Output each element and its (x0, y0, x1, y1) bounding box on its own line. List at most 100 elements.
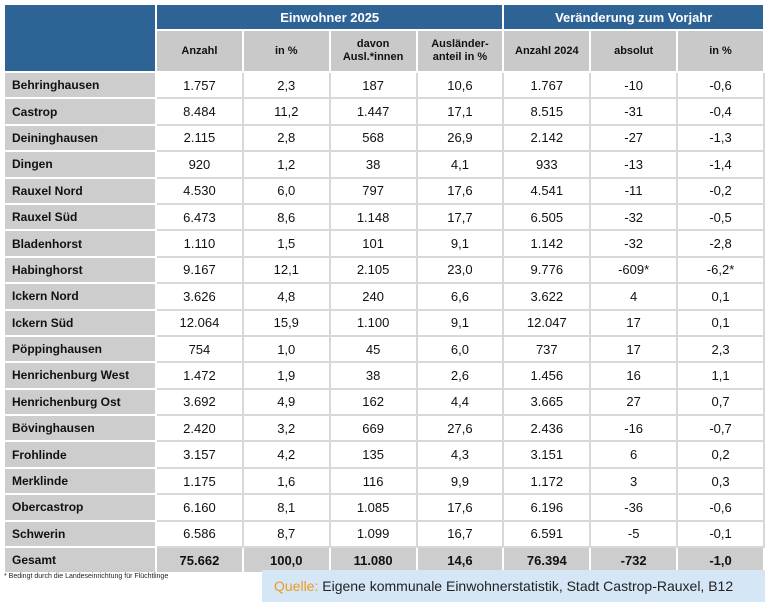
table-cell: -0,7 (676, 414, 765, 443)
table-cell: 240 (328, 282, 418, 311)
table-row: Ickern Süd 12.064 15,9 1.100 9,1 12.047 17 0,1 (3, 308, 765, 337)
table-cell: 76.394 (502, 546, 592, 575)
table-cell: 8.484 (155, 97, 244, 126)
table-cell: 17,1 (415, 97, 505, 126)
column-header: absolut (589, 29, 679, 73)
table-cell: 15,9 (241, 308, 331, 337)
table-cell: 135 (328, 440, 418, 469)
table-cell: 6.473 (155, 202, 244, 232)
table-cell: 17,7 (415, 202, 505, 232)
table-cell: 1,2 (241, 150, 331, 179)
group-header-einwohner: Einwohner 2025 (154, 3, 505, 31)
table-cell: 754 (155, 334, 244, 364)
table-cell: -27 (589, 123, 679, 153)
table-cell: -32 (589, 229, 679, 258)
table-cell: 0,3 (676, 466, 765, 496)
table-cell: 1.085 (328, 493, 418, 522)
table-cell: 23,0 (415, 255, 505, 285)
table-cell: 9,9 (415, 466, 505, 496)
table-cell: 8.515 (502, 97, 592, 126)
table-row: Obercastrop 6.160 8,1 1.085 17,6 6.196 -36 -0,6 (3, 493, 765, 522)
table-cell: 10,6 (415, 70, 505, 100)
table-cell: 1.456 (502, 361, 592, 390)
population-table: Einwohner 2025 Veränderung zum Vorjahr A… (3, 3, 765, 575)
table-cell: 0,2 (676, 440, 765, 469)
table-cell: 4,1 (415, 150, 505, 179)
table-cell: 1.148 (328, 202, 418, 232)
table-row: Deininghausen 2.115 2,8 568 26,9 2.142 -27 -1,3 (3, 123, 765, 153)
table-cell: 669 (328, 414, 418, 443)
table-cell: 12.047 (502, 308, 592, 337)
table-cell: 4,8 (241, 282, 331, 311)
table-cell: 17 (589, 308, 679, 337)
table-row: Merklinde 1.175 1,6 116 9,9 1.172 3 0,3 (3, 466, 765, 496)
table-cell: 1.472 (155, 361, 244, 390)
source-box: Quelle: Eigene kommunale Einwohnerstatis… (262, 570, 765, 602)
district-name: Ickern Süd (3, 308, 157, 337)
district-name: Rauxel Nord (3, 176, 157, 205)
table-cell: 38 (328, 150, 418, 179)
table-cell: -0,6 (676, 70, 765, 100)
table-cell: 27,6 (415, 414, 505, 443)
table-cell: 9,1 (415, 308, 505, 337)
table-cell: 1.757 (155, 70, 244, 100)
district-name: Castrop (3, 97, 157, 126)
table-cell: 920 (155, 150, 244, 179)
table-row: Henrichenburg Ost 3.692 4,9 162 4,4 3.665 27 0,… (3, 387, 765, 417)
table-cell: 2,3 (676, 334, 765, 364)
table-cell: -1,0 (676, 546, 765, 575)
table-cell: -2,8 (676, 229, 765, 258)
column-header: Anzahl (155, 29, 244, 73)
table-row: Bladenhorst 1.110 1,5 101 9,1 1.142 -32 -2,8 (3, 229, 765, 258)
table-cell: 8,1 (241, 493, 331, 522)
table-cell: 6.196 (502, 493, 592, 522)
table-cell: 2.420 (155, 414, 244, 443)
table-cell: 38 (328, 361, 418, 390)
table-cell: -13 (589, 150, 679, 179)
table-cell: 6,0 (241, 176, 331, 205)
source-text: Eigene kommunale Einwohnerstatistik, Sta… (318, 578, 734, 594)
table-cell: 17 (589, 334, 679, 364)
table-cell: 1.099 (328, 519, 418, 549)
table-cell: 1.447 (328, 97, 418, 126)
table-cell: -36 (589, 493, 679, 522)
table-cell: 4,2 (241, 440, 331, 469)
district-name: Merklinde (3, 466, 157, 496)
source-label: Quelle: (274, 578, 319, 594)
group-header-veraenderung: Veränderung zum Vorjahr (502, 3, 765, 31)
table-cell: 6 (589, 440, 679, 469)
column-header: in % (676, 29, 765, 73)
table-cell: -732 (589, 546, 679, 575)
table-cell: 45 (328, 334, 418, 364)
table-cell: 116 (328, 466, 418, 496)
district-name: Henrichenburg West (3, 361, 157, 390)
table-cell: -6,2* (676, 255, 765, 285)
district-name: Behringhausen (3, 70, 157, 100)
table-cell: 2.105 (328, 255, 418, 285)
corner-cell (3, 3, 157, 73)
table-row: Dingen 920 1,2 38 4,1 933 -13 -1,4 (3, 150, 765, 179)
table-cell: 101 (328, 229, 418, 258)
table-cell: -5 (589, 519, 679, 549)
table-cell: 6.160 (155, 493, 244, 522)
table-row: Rauxel Süd 6.473 8,6 1.148 17,7 6.505 -32 -0,5 (3, 202, 765, 232)
table-cell: 12,1 (241, 255, 331, 285)
table-cell: 4.530 (155, 176, 244, 205)
table-cell: 27 (589, 387, 679, 417)
table-cell: -1,4 (676, 150, 765, 179)
table-cell: 4,4 (415, 387, 505, 417)
table-cell: 2,6 (415, 361, 505, 390)
table-cell: 14,6 (415, 546, 505, 575)
table-cell: 26,9 (415, 123, 505, 153)
table-cell: 737 (502, 334, 592, 364)
table-cell: -11 (589, 176, 679, 205)
table-cell: -31 (589, 97, 679, 126)
district-name: Frohlinde (3, 440, 157, 469)
table-cell: 6,6 (415, 282, 505, 311)
table-cell: 797 (328, 176, 418, 205)
table-cell: 3 (589, 466, 679, 496)
district-name: Habinghorst (3, 255, 157, 285)
table-cell: 4.541 (502, 176, 592, 205)
district-name: Pöppinghausen (3, 334, 157, 364)
table-row: Pöppinghausen 754 1,0 45 6,0 737 17 2,3 (3, 334, 765, 364)
